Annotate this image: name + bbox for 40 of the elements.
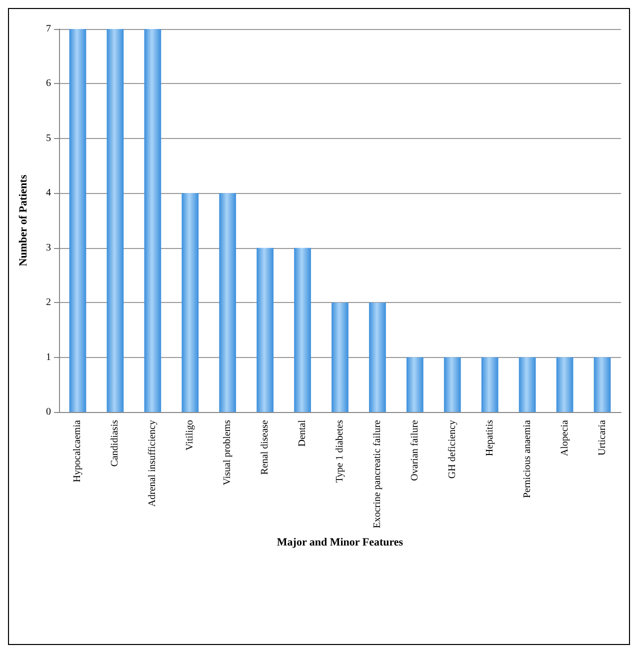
y-tick-label: 3 xyxy=(46,242,51,254)
x-tick-label: Renal disease xyxy=(260,419,271,475)
bar xyxy=(219,193,236,412)
bar xyxy=(294,248,311,412)
bar xyxy=(106,29,124,412)
y-tick-label: 7 xyxy=(46,24,51,34)
bar xyxy=(406,357,424,412)
bar xyxy=(69,29,86,412)
x-tick-label: Adrenal insufficiency xyxy=(147,420,158,507)
x-tick-label: GH deficiency xyxy=(446,420,458,479)
x-tick-label: Alopecia xyxy=(559,419,570,456)
y-tick-label: 2 xyxy=(46,297,51,308)
bar xyxy=(182,193,199,412)
y-tick-label: 1 xyxy=(46,352,51,363)
x-tick-label: Urticaria xyxy=(596,419,608,456)
x-tick-label: Candidiasis xyxy=(110,420,121,467)
bar xyxy=(594,357,611,412)
x-tick-label: Pernicious anaemia xyxy=(522,419,533,498)
bar xyxy=(332,302,348,412)
bar xyxy=(556,357,574,412)
y-tick-label: 4 xyxy=(46,188,51,199)
x-tick-label: Ovarian failure xyxy=(409,419,420,481)
x-tick-label: Type 1 diabetes xyxy=(334,420,346,483)
x-tick-label: Visual problems xyxy=(222,420,234,486)
x-axis-title: Major and Minor Features xyxy=(276,536,404,548)
x-tick-label: Vitiligo xyxy=(184,420,196,451)
bar xyxy=(256,248,274,412)
y-tick-label: 0 xyxy=(46,406,51,418)
x-tick-label: Hepatitis xyxy=(484,420,496,456)
bar xyxy=(369,302,386,412)
bar xyxy=(444,357,461,412)
bar xyxy=(144,29,162,412)
x-tick-label: Hypocalcaemia xyxy=(72,419,84,482)
y-tick-label: 6 xyxy=(46,78,51,90)
x-tick-label: Exocrine pancreatic failure xyxy=(372,419,383,528)
bar xyxy=(518,357,536,412)
x-tick-label: Dental xyxy=(297,420,308,447)
y-axis-title: Number of Patients xyxy=(18,174,30,266)
y-tick-label: 5 xyxy=(46,132,51,144)
bar xyxy=(481,357,498,412)
